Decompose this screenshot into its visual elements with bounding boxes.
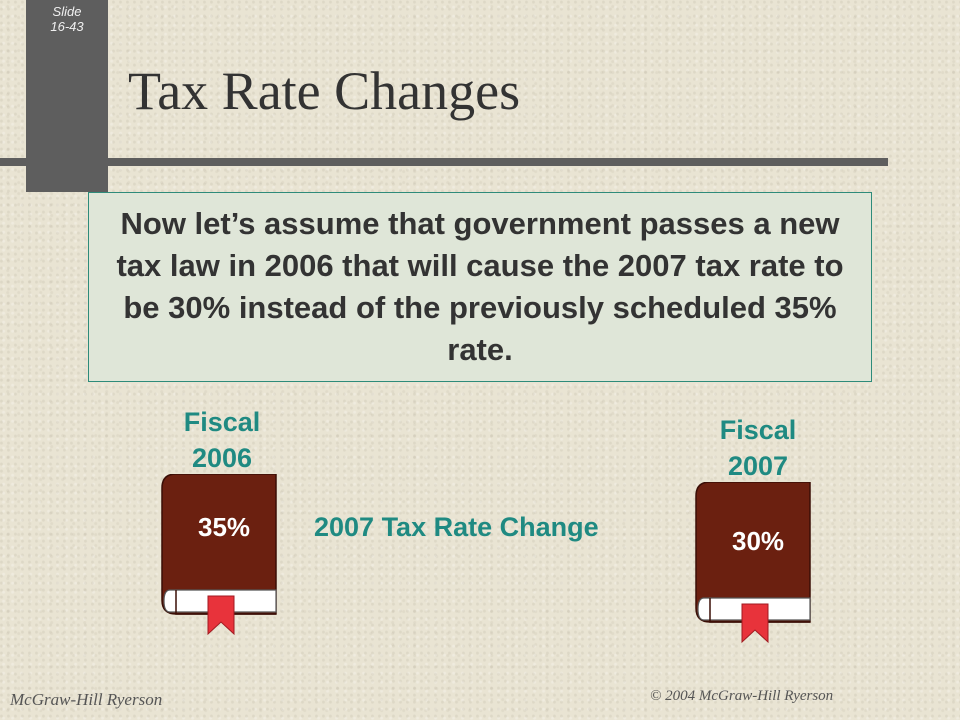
footer-copyright: © 2004 McGraw-Hill Ryerson	[650, 688, 834, 704]
fiscal-2007-label: Fiscal 2007	[696, 412, 820, 484]
fiscal-2006-line1: Fiscal	[183, 407, 261, 437]
slide-number: Slide 16-43	[26, 4, 108, 34]
rate-2007: 30%	[732, 526, 785, 556]
fiscal-2006-label: Fiscal 2006	[160, 404, 284, 476]
assumption-callout: Now let’s assume that government passes …	[88, 192, 872, 382]
slide-label: Slide	[52, 4, 82, 19]
fiscal-2007-line1: Fiscal	[719, 415, 797, 445]
tax-rate-change-label: 2007 Tax Rate Change	[314, 512, 599, 542]
title-rule	[0, 158, 888, 166]
fiscal-2006-line2: 2006	[191, 443, 253, 473]
fiscal-2007-line2: 2007	[727, 451, 789, 481]
book-2006-icon: 35%	[160, 474, 280, 636]
slide-title: Tax Rate Changes	[128, 61, 521, 121]
book-2007-icon: 30%	[694, 482, 814, 644]
footer-publisher: McGraw-Hill Ryerson	[10, 690, 163, 709]
rate-2006: 35%	[198, 512, 251, 542]
slide-number-value: 16-43	[50, 19, 84, 34]
